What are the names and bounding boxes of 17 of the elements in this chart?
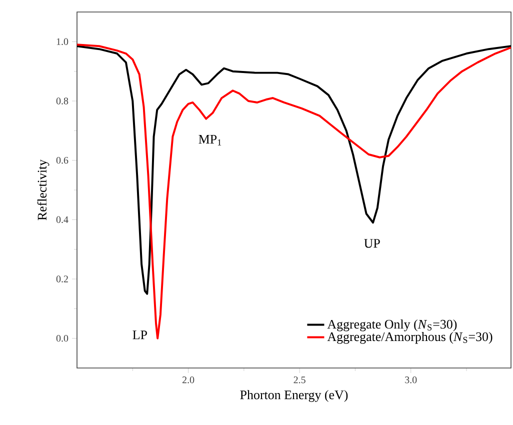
y-tick-label: 0.0 [56, 334, 68, 342]
line-series [77, 45, 512, 295]
x-tick-label: 2.0 [182, 376, 194, 384]
x-tick-label: 2.5 [294, 376, 306, 384]
annotation: LP [132, 330, 147, 340]
y-axis-title: Reflectivity [37, 159, 50, 220]
legend-label: Aggregate/Amorphous (N$_{S}$=30) [327, 332, 492, 344]
y-tick-label: 0.6 [56, 156, 68, 164]
x-axis-title: Phorton Energy (eV) [240, 390, 348, 402]
x-tick-label: 3.0 [405, 376, 417, 384]
annotation: UP [364, 239, 380, 248]
annotation: MP$_{1}$ [198, 134, 222, 146]
y-tick-label: 1.0 [56, 38, 68, 46]
y-tick-label: 0.4 [56, 216, 68, 224]
legend-label: Aggregate Only (N$_{S}$=30) [327, 320, 457, 332]
y-tick-label: 0.8 [56, 98, 68, 104]
y-tick-label: 0.2 [56, 276, 68, 282]
